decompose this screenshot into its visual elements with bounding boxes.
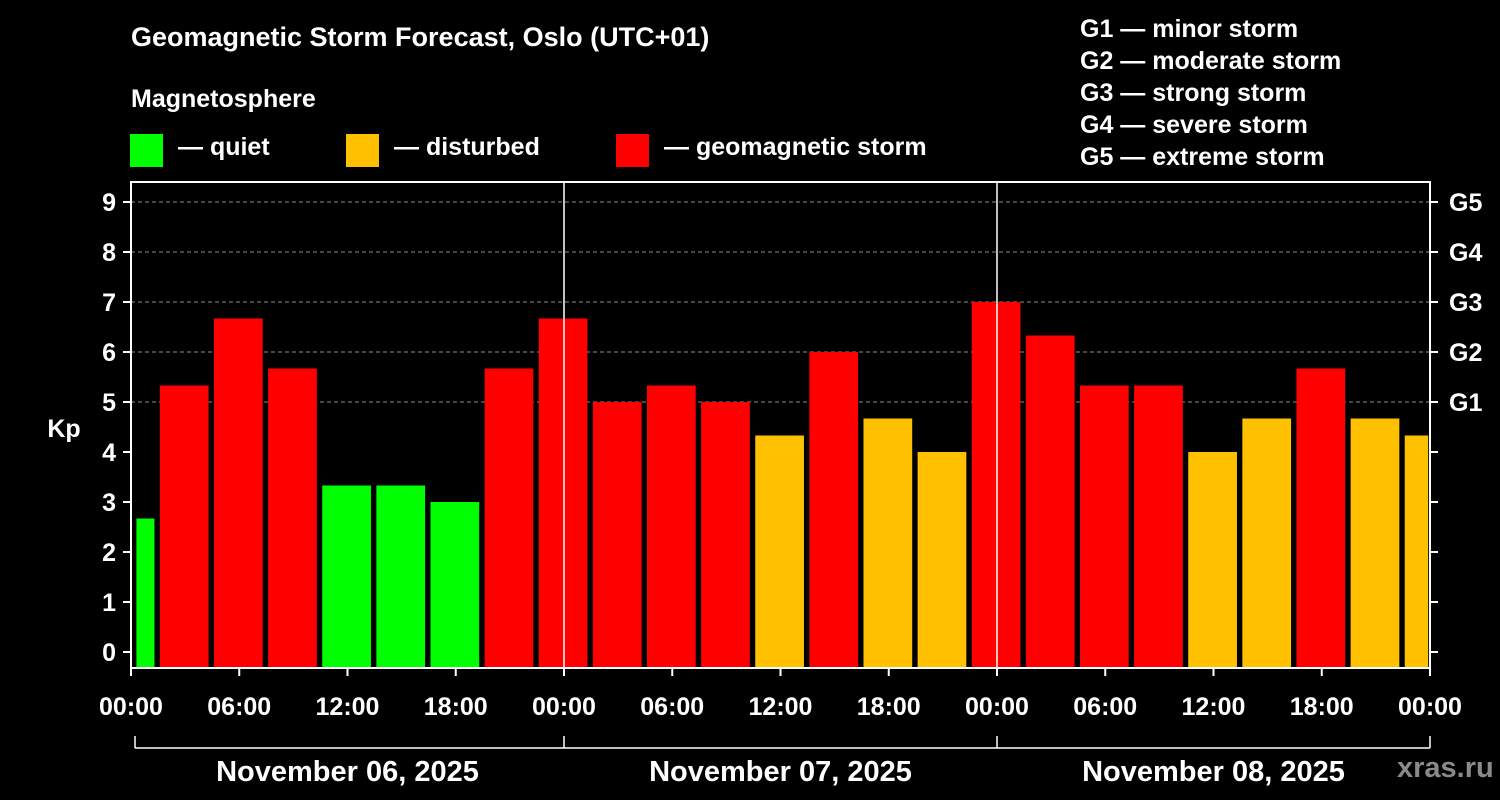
bar-10 bbox=[592, 402, 642, 668]
bar-13 bbox=[755, 435, 804, 668]
ytick-label-7: 7 bbox=[102, 289, 116, 317]
bar-21 bbox=[1188, 452, 1237, 668]
bar-1 bbox=[136, 518, 155, 668]
bar-8 bbox=[484, 368, 534, 668]
bar-19 bbox=[1079, 385, 1129, 668]
xtick-label-3: 18:00 bbox=[424, 693, 488, 721]
bar-20 bbox=[1134, 385, 1183, 668]
ytick-label-2: 2 bbox=[102, 539, 116, 567]
xtick-label-8: 00:00 bbox=[965, 693, 1029, 721]
ytick-label-1: 1 bbox=[102, 589, 116, 617]
legend-label-disturbed: — disturbed bbox=[394, 133, 540, 161]
ytick-label-8: 8 bbox=[102, 239, 116, 267]
bar-7 bbox=[430, 502, 480, 668]
xtick-label-10: 12:00 bbox=[1182, 693, 1246, 721]
ytick-label-9: 9 bbox=[102, 189, 116, 217]
xtick-label-7: 18:00 bbox=[857, 693, 921, 721]
ytick-label-3: 3 bbox=[102, 489, 116, 517]
right-tick-g4: G4 bbox=[1449, 239, 1482, 267]
xtick-label-12: 00:00 bbox=[1398, 693, 1462, 721]
chart-title: Geomagnetic Storm Forecast, Oslo (UTC+01… bbox=[131, 22, 710, 52]
legend-swatch-quiet bbox=[130, 134, 163, 167]
xtick-label-4: 00:00 bbox=[532, 693, 596, 721]
bar-12 bbox=[701, 402, 750, 668]
watermark: xras.ru bbox=[1397, 752, 1494, 784]
xtick-label-2: 12:00 bbox=[316, 693, 380, 721]
bar-17 bbox=[971, 302, 1021, 668]
bar-25 bbox=[1404, 435, 1429, 668]
day-label-3: November 08, 2025 bbox=[1082, 756, 1345, 788]
xtick-label-11: 18:00 bbox=[1290, 693, 1354, 721]
bar-6 bbox=[376, 485, 426, 668]
xtick-label-0: 00:00 bbox=[99, 693, 163, 721]
xtick-label-5: 06:00 bbox=[640, 693, 704, 721]
right-tick-g3: G3 bbox=[1449, 289, 1482, 317]
bar-2 bbox=[159, 385, 209, 668]
g-level-g2: G2 — moderate storm bbox=[1080, 47, 1342, 75]
ytick-label-4: 4 bbox=[102, 439, 116, 467]
bar-24 bbox=[1350, 418, 1400, 668]
g-level-g5: G5 — extreme storm bbox=[1080, 143, 1325, 171]
g-level-g3: G3 — strong storm bbox=[1080, 79, 1307, 107]
legend-label-quiet: — quiet bbox=[178, 133, 270, 161]
day-label-2: November 07, 2025 bbox=[649, 756, 912, 788]
g-level-g1: G1 — minor storm bbox=[1080, 15, 1299, 43]
legend-swatch-storm bbox=[616, 134, 649, 167]
bar-23 bbox=[1296, 368, 1346, 668]
bar-15 bbox=[863, 418, 913, 668]
bar-3 bbox=[213, 318, 263, 668]
xtick-label-1: 06:00 bbox=[207, 693, 271, 721]
bar-16 bbox=[917, 452, 967, 668]
g-level-g4: G4 — severe storm bbox=[1080, 111, 1308, 139]
right-tick-g1: G1 bbox=[1449, 389, 1482, 417]
legend-swatch-disturbed bbox=[346, 134, 379, 167]
bar-14 bbox=[809, 352, 859, 668]
ytick-label-5: 5 bbox=[102, 389, 116, 417]
bar-18 bbox=[1025, 335, 1075, 668]
bar-11 bbox=[646, 385, 696, 668]
ytick-label-6: 6 bbox=[102, 339, 116, 367]
legend-heading: Magnetosphere bbox=[131, 85, 316, 113]
ytick-label-0: 0 bbox=[102, 639, 116, 667]
bar-4 bbox=[268, 368, 317, 668]
bar-22 bbox=[1242, 418, 1292, 668]
legend-label-storm: — geomagnetic storm bbox=[664, 133, 927, 161]
xtick-label-6: 12:00 bbox=[749, 693, 813, 721]
day-label-1: November 06, 2025 bbox=[216, 756, 479, 788]
y-axis-title: Kp bbox=[47, 415, 80, 443]
right-tick-g5: G5 bbox=[1449, 189, 1482, 217]
bar-9 bbox=[538, 318, 588, 668]
bar-5 bbox=[322, 485, 371, 668]
xtick-label-9: 06:00 bbox=[1073, 693, 1137, 721]
right-tick-g2: G2 bbox=[1449, 339, 1482, 367]
